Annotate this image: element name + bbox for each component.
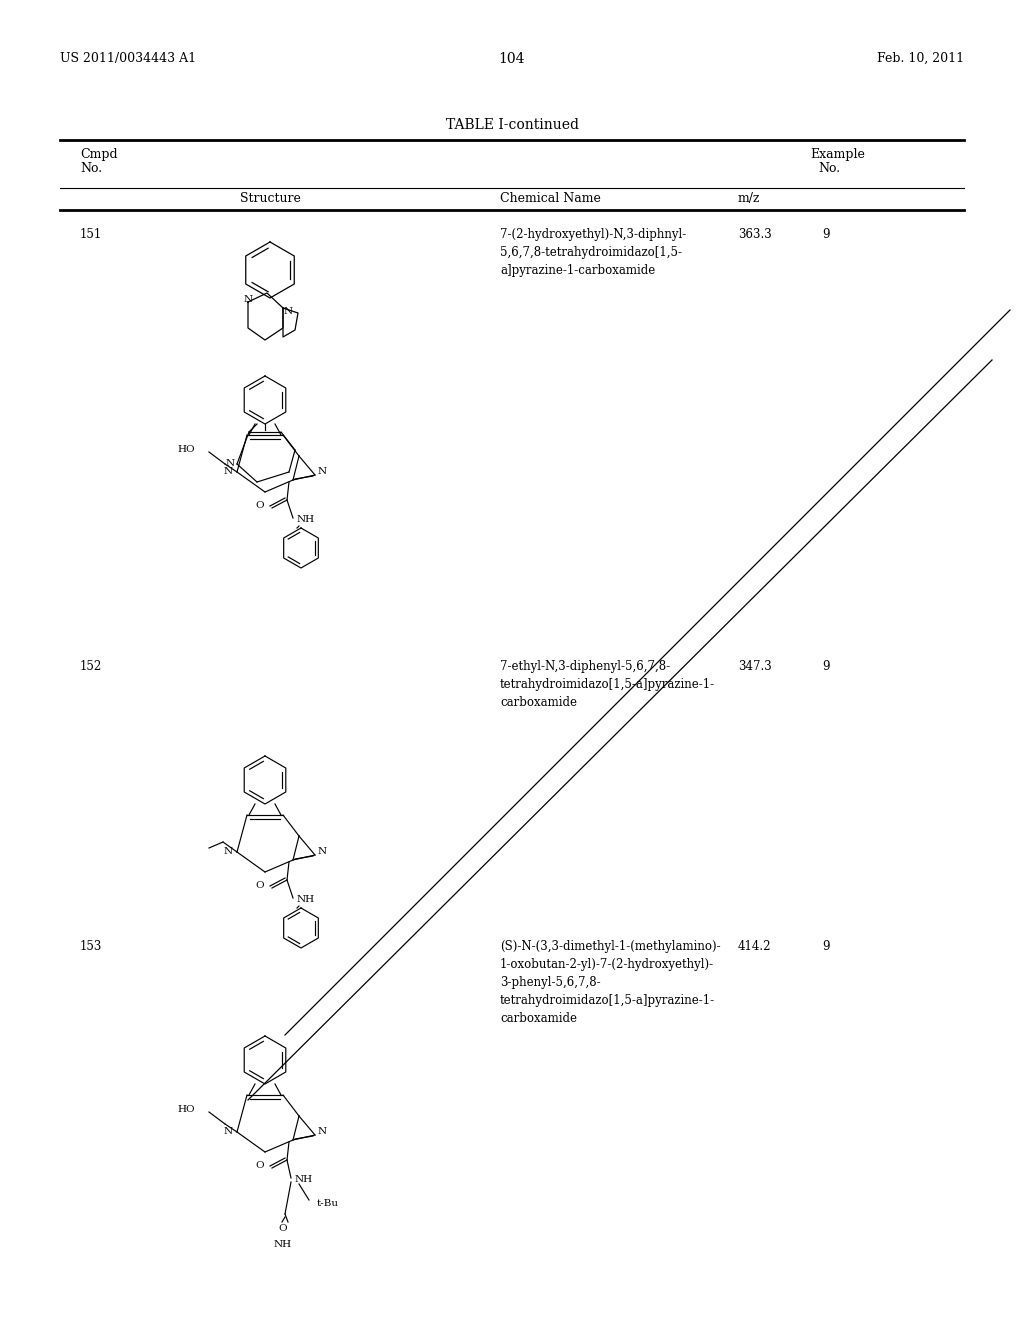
- Text: 9: 9: [822, 940, 829, 953]
- Text: Structure: Structure: [240, 191, 300, 205]
- Text: NH: NH: [295, 1176, 313, 1184]
- Text: 9: 9: [822, 228, 829, 242]
- Text: NH: NH: [274, 1239, 292, 1249]
- Text: 7-(2-hydroxyethyl)-N,3-diphnyl-
5,6,7,8-tetrahydroimidazo[1,5-
a]pyrazine-1-carb: 7-(2-hydroxyethyl)-N,3-diphnyl- 5,6,7,8-…: [500, 228, 686, 277]
- Text: NH: NH: [297, 895, 315, 904]
- Text: 151: 151: [80, 228, 102, 242]
- Text: O: O: [255, 502, 264, 511]
- Text: Cmpd: Cmpd: [80, 148, 118, 161]
- Text: Chemical Name: Chemical Name: [500, 191, 601, 205]
- Text: NH: NH: [297, 516, 315, 524]
- Text: Example: Example: [810, 148, 865, 161]
- Text: 414.2: 414.2: [738, 940, 771, 953]
- Text: (S)-N-(3,3-dimethyl-1-(methylamino)-
1-oxobutan-2-yl)-7-(2-hydroxyethyl)-
3-phen: (S)-N-(3,3-dimethyl-1-(methylamino)- 1-o…: [500, 940, 721, 1026]
- Text: 152: 152: [80, 660, 102, 673]
- Text: N: N: [244, 296, 253, 305]
- Text: m/z: m/z: [738, 191, 761, 205]
- Text: O: O: [255, 882, 264, 891]
- Text: N: N: [318, 1126, 327, 1135]
- Text: HO: HO: [177, 446, 195, 454]
- Text: 153: 153: [80, 940, 102, 953]
- Text: N: N: [284, 306, 293, 315]
- Text: HO: HO: [177, 1106, 195, 1114]
- Text: N: N: [224, 1127, 233, 1137]
- Text: 104: 104: [499, 51, 525, 66]
- Text: Feb. 10, 2011: Feb. 10, 2011: [877, 51, 964, 65]
- Text: TABLE I-continued: TABLE I-continued: [445, 117, 579, 132]
- Text: 7-ethyl-N,3-diphenyl-5,6,7,8-
tetrahydroimidazo[1,5-a]pyrazine-1-
carboxamide: 7-ethyl-N,3-diphenyl-5,6,7,8- tetrahydro…: [500, 660, 715, 709]
- Text: 363.3: 363.3: [738, 228, 772, 242]
- Text: US 2011/0034443 A1: US 2011/0034443 A1: [60, 51, 197, 65]
- Text: t-Bu: t-Bu: [317, 1200, 339, 1209]
- Text: No.: No.: [80, 162, 102, 176]
- Text: N: N: [318, 466, 327, 475]
- Text: N: N: [224, 847, 233, 857]
- Text: N: N: [224, 467, 233, 477]
- Text: O: O: [279, 1224, 288, 1233]
- Text: 347.3: 347.3: [738, 660, 772, 673]
- Text: 9: 9: [822, 660, 829, 673]
- Text: N: N: [318, 846, 327, 855]
- Text: No.: No.: [818, 162, 840, 176]
- Text: O: O: [255, 1162, 264, 1171]
- Text: N: N: [226, 459, 234, 469]
